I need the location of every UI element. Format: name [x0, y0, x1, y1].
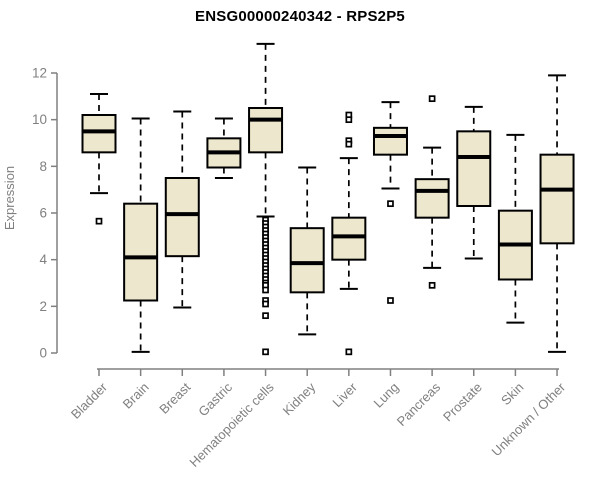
chart-title: ENSG00000240342 - RPS2P5	[195, 8, 405, 25]
y-tick-label: 6	[39, 206, 47, 221]
iqr-box	[539, 153, 575, 245]
iqr-box	[164, 177, 200, 258]
iqr-box	[81, 114, 117, 154]
x-tick-label: Skin	[498, 380, 526, 408]
outlier-point	[345, 140, 353, 148]
outlier-point	[262, 300, 269, 308]
x-tick-label: Pancreas	[394, 379, 444, 429]
iqr-box	[331, 216, 367, 261]
y-tick-label: 10	[32, 112, 47, 127]
y-tick-label: 2	[39, 299, 47, 314]
outlier-point	[387, 200, 394, 208]
y-tick-label: 4	[39, 252, 47, 267]
x-tick-label: Brain	[120, 380, 152, 412]
x-tick-label: Kidney	[280, 379, 319, 418]
outlier-point	[428, 281, 436, 289]
x-tick-label: Liver	[329, 379, 360, 410]
y-tick-label: 8	[39, 159, 47, 174]
y-tick-label: 0	[39, 346, 47, 361]
x-tick-label: Unknown / Other	[489, 379, 569, 459]
outlier-point	[262, 312, 269, 320]
x-tick-label: Gastric	[195, 379, 235, 419]
outlier-point	[262, 348, 269, 356]
iqr-box	[248, 107, 284, 154]
iqr-box	[372, 126, 408, 156]
iqr-box	[289, 227, 325, 294]
outlier-point	[95, 217, 103, 225]
outlier-point	[387, 297, 394, 304]
x-tick-label: Lung	[371, 380, 402, 411]
x-tick-label: Prostate	[440, 380, 485, 425]
outlier-point	[345, 348, 353, 356]
iqr-box	[414, 178, 450, 219]
outlier-point	[262, 286, 269, 294]
x-tick-label: Breast	[156, 379, 193, 416]
iqr-box	[123, 202, 159, 302]
x-tick-label: Bladder	[68, 379, 111, 422]
y-tick-label: 12	[32, 66, 47, 81]
outlier-point	[428, 95, 436, 103]
outlier-point	[345, 116, 353, 124]
iqr-box	[456, 130, 492, 208]
